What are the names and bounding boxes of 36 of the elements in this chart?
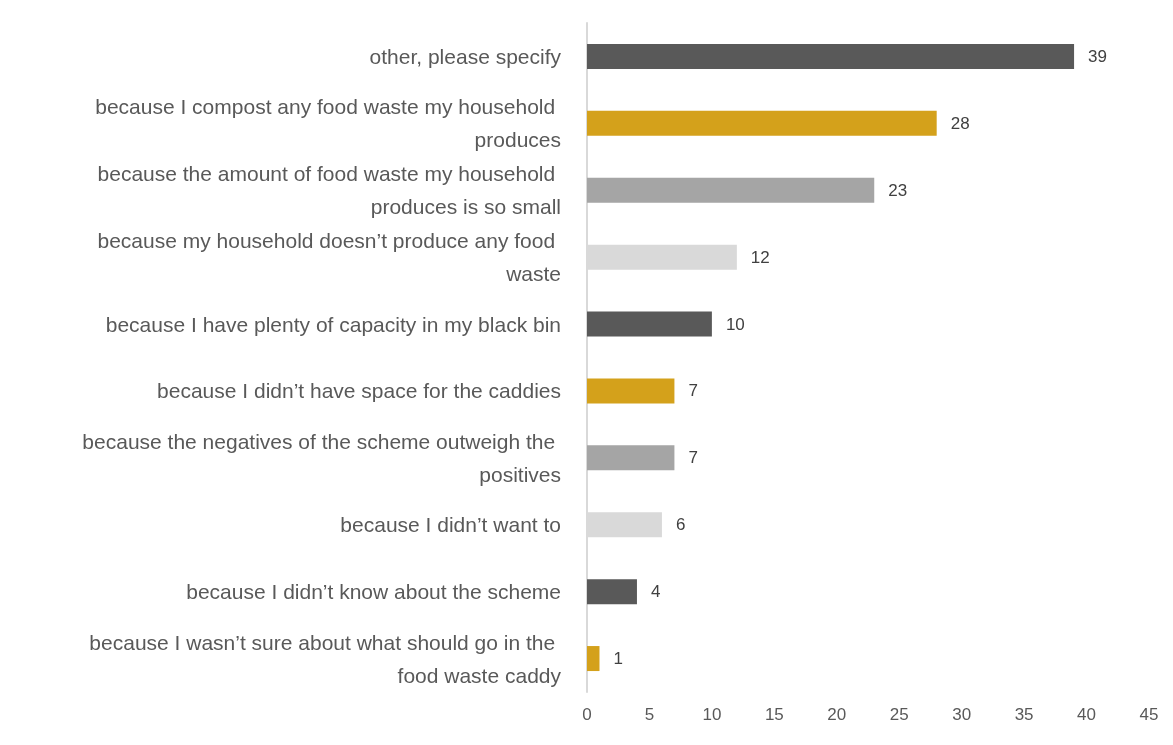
bar [587, 378, 675, 404]
y-tick-label: because I wasn’t sure about what should go in the food waste caddy [89, 630, 562, 687]
x-tick-label: 35 [1014, 705, 1034, 724]
x-tick-label: 0 [582, 705, 592, 724]
x-tick-label: 30 [952, 705, 972, 724]
y-tick-label: because the negatives of the scheme outweigh the positives [82, 429, 561, 486]
y-tick-label: other, please specify [369, 44, 562, 68]
data-label: 6 [675, 515, 686, 535]
data-label: 7 [688, 381, 698, 401]
y-tick-label: because I have plenty of capacity in my black bin [105, 312, 561, 336]
bar [587, 110, 937, 136]
x-tick-label: 40 [1077, 705, 1097, 724]
bar [587, 579, 637, 605]
x-tick-label: 5 [644, 705, 655, 724]
x-tick-label: 45 [1139, 705, 1159, 724]
data-label: 23 [888, 180, 908, 200]
bar [587, 43, 1075, 69]
x-tick-label: 25 [889, 705, 909, 724]
data-label: 12 [750, 247, 770, 267]
y-tick-label: because I didn’t want to [340, 513, 561, 537]
bar [587, 311, 712, 337]
bar [587, 445, 675, 471]
data-label: 1 [613, 649, 623, 669]
x-tick-label: 10 [702, 705, 722, 724]
y-tick-label: because I didn’t know about the scheme [186, 580, 561, 604]
data-label: 4 [650, 582, 661, 602]
x-tick-label: 20 [827, 705, 847, 724]
data-label: 39 [1088, 46, 1107, 66]
bar [587, 646, 600, 672]
x-tick-label: 15 [764, 705, 784, 724]
y-tick-label: because I didn’t have space for the caddies [157, 379, 561, 403]
data-label: 7 [688, 448, 698, 468]
data-label: 10 [725, 314, 745, 334]
data-label: 28 [950, 113, 970, 133]
y-tick-label: because my household doesn’t produce any food waste [97, 229, 561, 286]
bar [587, 177, 875, 203]
